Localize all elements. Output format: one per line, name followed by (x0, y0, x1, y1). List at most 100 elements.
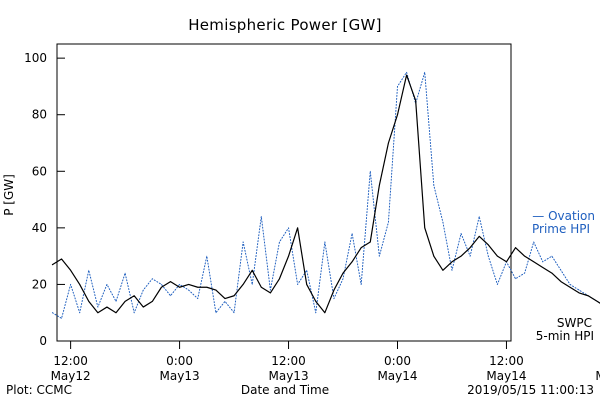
series-0-point-56 (560, 269, 562, 271)
series-1-point-55 (551, 272, 553, 274)
series-0-point-32 (342, 278, 344, 280)
series-0-point-49 (496, 284, 498, 285)
series-1-point-6 (106, 306, 108, 308)
series-1-point-3 (79, 284, 81, 285)
series-1-point-58 (578, 292, 580, 294)
series-0-point-31 (333, 298, 335, 299)
series-1-point-19 (224, 298, 226, 299)
series-0-point-25 (279, 241, 280, 243)
x-tick-label-date-1: May13 (160, 369, 200, 383)
series-0-point-5 (97, 306, 99, 308)
legend-swpc: SWPC 5-min HPI (536, 316, 594, 343)
series-0-point-57 (569, 284, 571, 285)
series-1-point-5 (97, 312, 99, 314)
series-1-point-25 (279, 278, 280, 280)
series-0-point-26 (288, 227, 289, 229)
legend-ovation-line-2: Prime HPI (532, 222, 590, 236)
y-axis: 0 20 40 60 80 100 (24, 51, 65, 348)
series-1-point-40 (415, 100, 417, 101)
series-1-point-31 (333, 289, 335, 291)
series-0-point-1 (61, 317, 62, 319)
series-0-point-37 (388, 221, 389, 223)
series-1-point-18 (215, 289, 217, 291)
chart-title: Hemispheric Power [GW] (188, 16, 382, 34)
series-1-point-35 (369, 241, 371, 243)
series-1-point-47 (478, 235, 480, 237)
series-1-point-24 (269, 292, 271, 294)
series-1-point-26 (288, 255, 289, 257)
series-1-point-33 (351, 261, 353, 263)
series-0-point-38 (397, 86, 398, 87)
series-0-point-28 (306, 269, 308, 271)
series-0-point-27 (297, 284, 299, 285)
series-0-point-3 (79, 312, 81, 314)
series-0-point-8 (124, 272, 126, 274)
series-1-point-12 (161, 286, 162, 288)
series-1-point-60 (596, 301, 598, 302)
series-0-point-6 (106, 284, 108, 285)
series-1-point-39 (406, 74, 407, 76)
series-1-point-32 (342, 272, 344, 274)
series-0-point-14 (179, 284, 180, 285)
series-1-point-37 (388, 142, 389, 144)
y-tick-label-60: 60 (32, 164, 47, 178)
series-1-point-51 (515, 247, 516, 249)
series-1-point-48 (487, 244, 489, 246)
series-0-point-33 (351, 233, 353, 234)
series-1-point-42 (433, 255, 435, 257)
series-0-point-46 (469, 255, 471, 257)
series-1-point-34 (360, 247, 362, 249)
series-0-point-51 (515, 278, 516, 280)
y-tick-label-100: 100 (24, 51, 47, 65)
series-0-point-30 (324, 241, 326, 243)
series-0-point-29 (315, 312, 317, 314)
series-0-point-55 (551, 255, 553, 257)
series-0-point-18 (215, 312, 217, 314)
series-0-point-45 (460, 233, 462, 234)
series-1-point-30 (324, 312, 326, 314)
series-0-point-2 (70, 284, 72, 285)
series-0-point-52 (524, 272, 526, 274)
series-0-point-23 (260, 216, 262, 217)
series-0-point-36 (378, 255, 380, 257)
series-0-point-15 (188, 289, 190, 291)
y-tick-label-0: 0 (39, 334, 47, 348)
y-tick-label-40: 40 (32, 221, 47, 235)
series-0-point-9 (133, 312, 135, 314)
series-1-point-53 (533, 261, 535, 263)
series-1-point-22 (251, 269, 253, 271)
series-1-point-2 (70, 269, 72, 271)
series-1-point-50 (506, 261, 507, 263)
y-axis-title: P [GW] (2, 174, 16, 216)
series-1-point-28 (306, 284, 308, 285)
series-1-point-45 (460, 255, 462, 257)
series-1-point-54 (542, 267, 544, 268)
series-1-point-27 (297, 227, 299, 229)
series-1-point-17 (206, 286, 208, 288)
series-1-point-21 (242, 284, 244, 285)
series-0-point-13 (170, 295, 171, 297)
series-1-point-29 (315, 301, 317, 302)
series-1-point-57 (569, 286, 571, 288)
series-0-point-41 (424, 71, 426, 73)
series-1-point-14 (179, 286, 180, 288)
series-0-point-35 (369, 170, 371, 172)
series-1-point-7 (115, 312, 117, 314)
series-1-point-49 (496, 255, 498, 257)
series-0-point-0 (52, 312, 53, 314)
series-0-point-47 (478, 216, 480, 217)
footer-left: Plot: CCMC (6, 383, 72, 397)
series-0-point-20 (233, 312, 235, 314)
series-1-point-1 (61, 258, 62, 260)
legend-swpc-line-1: SWPC (557, 316, 592, 330)
series-1-point-46 (469, 247, 471, 249)
x-tick-label-date-3: May14 (377, 369, 417, 383)
x-tick-label-time-4: 12:00 (489, 354, 524, 368)
series-1-point-9 (133, 295, 135, 297)
x-tick-label-time-1: 0:00 (166, 354, 193, 368)
series-0-point-17 (206, 255, 208, 257)
x-tick-label-time-3: 0:00 (384, 354, 411, 368)
x-tick-label-time-0: 12:00 (53, 354, 88, 368)
series-1-point-52 (524, 255, 526, 257)
